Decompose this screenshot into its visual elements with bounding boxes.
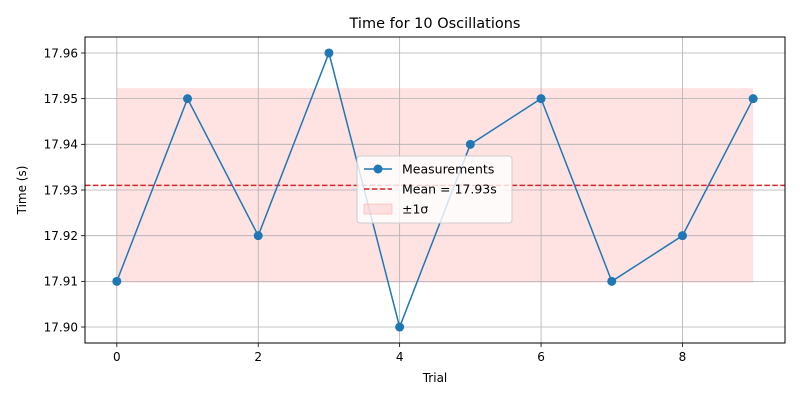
y-tick-label: 17.96 (44, 46, 78, 60)
x-tick-label: 0 (113, 350, 121, 364)
legend-entry-measurements: Measurements (364, 162, 494, 177)
legend-label-mean: Mean = 17.93s (402, 182, 497, 197)
data-point (677, 231, 687, 241)
data-point (536, 94, 546, 104)
x-tick-label: 2 (254, 350, 262, 364)
y-tick-label: 17.93 (44, 183, 78, 197)
legend-box (356, 155, 513, 224)
legend-swatch-std-band (363, 203, 393, 215)
legend-label-measurements: Measurements (402, 162, 494, 177)
legend-marker-measurements (373, 164, 383, 174)
y-tick-label: 17.95 (44, 92, 78, 106)
y-axis-label: Time (s) (15, 166, 29, 216)
data-point (253, 231, 263, 241)
data-point (395, 322, 405, 332)
legend-entry-std-band: ±1σ (363, 202, 428, 217)
legend: Measurements Mean = 17.93s ±1σ (356, 155, 513, 224)
x-tick-label: 8 (679, 350, 687, 364)
data-point (748, 94, 758, 104)
x-tick-label: 6 (537, 350, 545, 364)
y-tick-label: 17.91 (44, 275, 78, 289)
x-axis-label: Trial (422, 371, 448, 385)
chart-title: Time for 10 Oscillations (349, 16, 521, 32)
x-axis-ticks: 0 2 4 6 8 (113, 343, 686, 364)
data-point (112, 276, 122, 286)
y-tick-label: 17.90 (44, 320, 78, 334)
series-layer (112, 48, 758, 332)
data-point (183, 94, 193, 104)
legend-label-std-band: ±1σ (402, 202, 428, 217)
y-tick-label: 17.94 (44, 138, 78, 152)
x-tick-label: 4 (396, 350, 404, 364)
data-point (465, 139, 475, 149)
y-axis-ticks: 17.90 17.91 17.92 17.93 17.94 17.95 17.96 (44, 46, 85, 334)
legend-entry-mean: Mean = 17.93s (364, 182, 497, 197)
y-tick-label: 17.92 (44, 229, 78, 243)
series-line-measurements (116, 50, 754, 330)
data-point (324, 48, 334, 58)
data-point (607, 276, 617, 286)
